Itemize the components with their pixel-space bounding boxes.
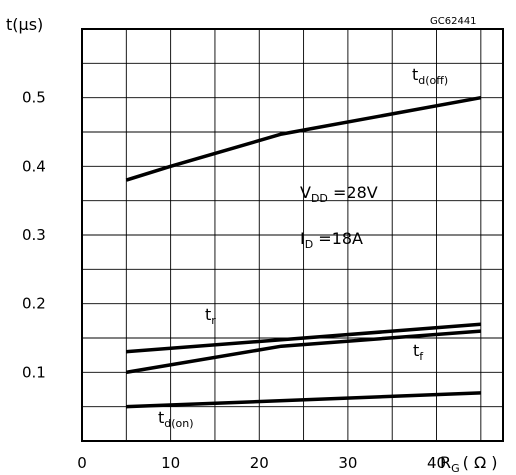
series-line-don <box>126 391 481 409</box>
x-axis-label: RG( Ω ) <box>440 453 498 475</box>
series-label-r-symbol: t <box>205 305 211 324</box>
y-tick-label: 0.5 <box>22 89 46 107</box>
x-axis-label-sub: G <box>451 462 460 475</box>
ticks-layer: 0 10 20 30 40 0.1 0.2 0.3 0.4 0.5 <box>22 89 446 472</box>
y-tick-label: 0.4 <box>22 157 46 175</box>
series-line-doff <box>125 95 482 182</box>
series-label-f-sub: f <box>419 350 424 363</box>
y-tick-label: 0.2 <box>22 295 46 313</box>
series-label-r: tr <box>205 305 216 327</box>
series-label-d-off-symbol: t <box>412 65 418 84</box>
series-line-r <box>126 322 481 354</box>
series-label-d-on-sub: d(on) <box>164 417 193 430</box>
series-label-d-on-symbol: t <box>158 408 164 427</box>
x-tick-label: 30 <box>338 454 357 472</box>
series-label-f-symbol: t <box>413 341 419 360</box>
condition-id-sub: D <box>305 238 313 251</box>
y-tick-label: 0.3 <box>22 226 46 244</box>
condition-vdd: VDD =28V <box>300 183 378 205</box>
series-line-f <box>126 329 481 375</box>
condition-vdd-value: =28V <box>328 183 378 202</box>
figure-code: GC62441 <box>430 16 477 27</box>
x-tick-label: 10 <box>161 454 180 472</box>
series-layer <box>125 95 482 409</box>
plot-frame <box>81 28 504 442</box>
condition-vdd-sub: DD <box>311 192 328 205</box>
series-label-d-off: td(off) <box>412 65 448 87</box>
series-label-r-sub: r <box>211 314 216 327</box>
series-label-f: tf <box>413 341 424 363</box>
series-label-d-off-sub: d(off) <box>418 74 448 87</box>
condition-id: ID =18A <box>300 229 363 251</box>
series-label-d-on: td(on) <box>158 408 194 430</box>
x-tick-label: 40 <box>427 454 446 472</box>
x-tick-label: 20 <box>250 454 269 472</box>
y-axis-label: t(μs) <box>6 15 43 34</box>
condition-vdd-symbol: V <box>300 183 311 202</box>
y-tick-label: 0.1 <box>22 363 46 381</box>
condition-id-value: =18A <box>313 229 363 248</box>
x-tick-label: 0 <box>77 454 87 472</box>
x-axis-label-main: R <box>440 453 451 472</box>
grid <box>82 29 503 441</box>
x-axis-label-unit: ( Ω ) <box>463 453 498 472</box>
condition-id-symbol: I <box>300 229 305 248</box>
